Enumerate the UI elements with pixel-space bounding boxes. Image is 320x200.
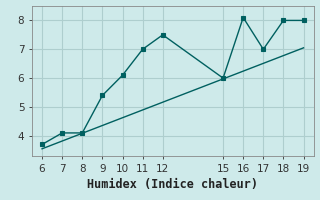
X-axis label: Humidex (Indice chaleur): Humidex (Indice chaleur) (87, 178, 258, 191)
